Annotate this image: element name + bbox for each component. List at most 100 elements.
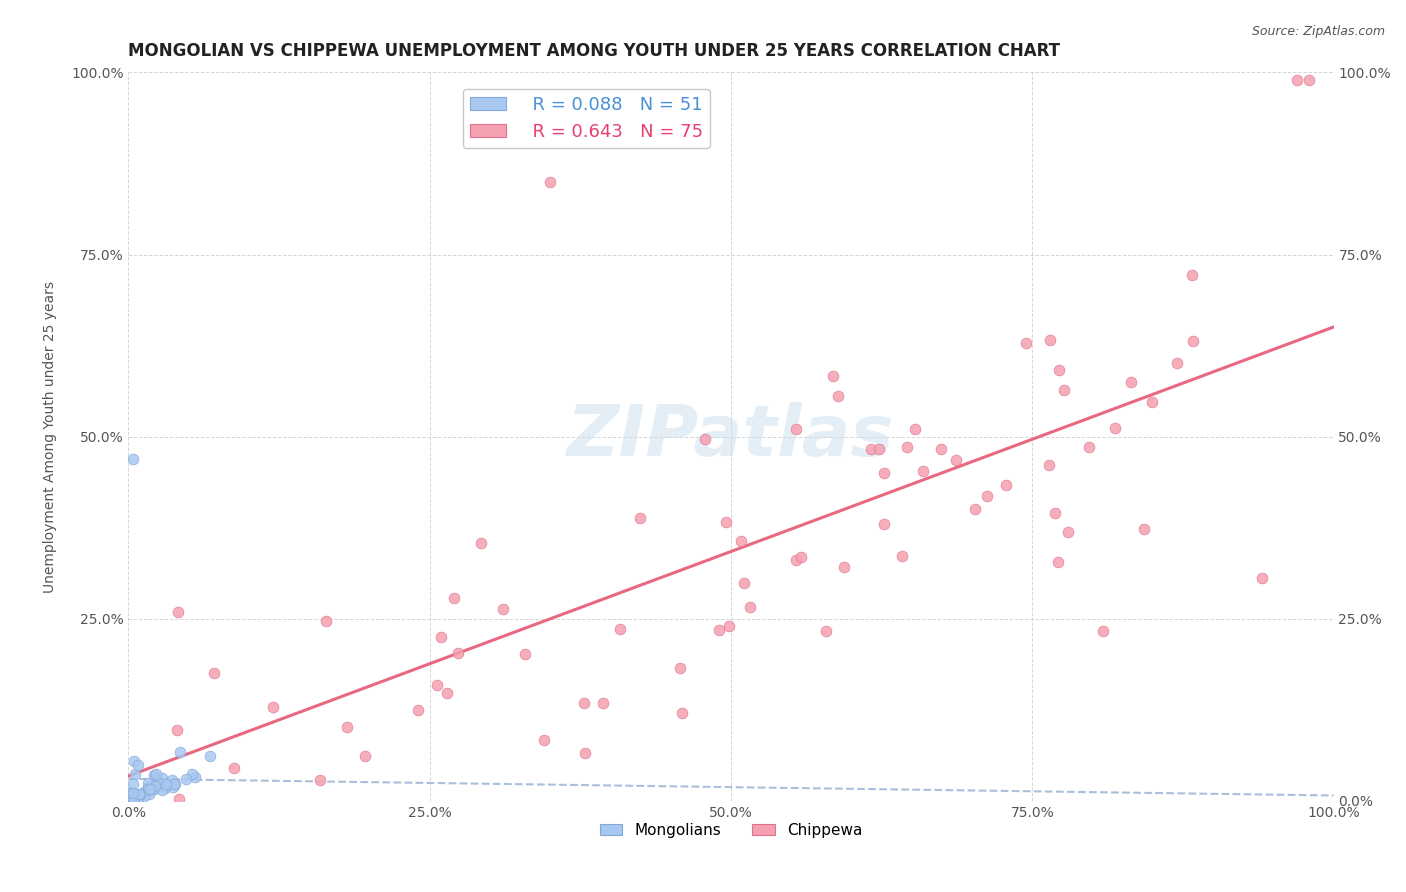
Point xyxy=(785,552,807,566)
Point xyxy=(443,591,465,605)
Point xyxy=(142,782,165,797)
Point xyxy=(156,778,179,792)
Point xyxy=(592,696,614,710)
Point xyxy=(873,466,896,480)
Point xyxy=(124,791,146,805)
Point xyxy=(167,605,190,619)
Point xyxy=(976,490,998,504)
Point xyxy=(143,771,166,785)
Point xyxy=(181,766,204,780)
Point xyxy=(132,789,155,803)
Point xyxy=(891,549,914,563)
Point xyxy=(1046,555,1069,569)
Point xyxy=(353,749,375,764)
Point xyxy=(827,389,849,403)
Point xyxy=(166,723,188,737)
Point xyxy=(152,783,174,797)
Point xyxy=(628,511,651,525)
Point xyxy=(695,432,717,446)
Point xyxy=(122,786,145,800)
Point xyxy=(120,786,142,800)
Point xyxy=(730,534,752,549)
Point xyxy=(1181,334,1204,349)
Point xyxy=(315,615,337,629)
Point xyxy=(572,696,595,710)
Point xyxy=(492,602,515,616)
Point xyxy=(738,600,761,615)
Point xyxy=(1250,571,1272,585)
Point xyxy=(904,422,927,436)
Point xyxy=(538,175,561,189)
Point xyxy=(127,758,149,772)
Point xyxy=(470,535,492,549)
Point xyxy=(148,776,170,790)
Point xyxy=(963,501,986,516)
Point xyxy=(574,746,596,760)
Point xyxy=(128,788,150,802)
Point xyxy=(1053,383,1076,397)
Point xyxy=(1077,440,1099,454)
Point xyxy=(912,464,935,478)
Point xyxy=(896,440,918,454)
Point xyxy=(1047,363,1070,377)
Text: MONGOLIAN VS CHIPPEWA UNEMPLOYMENT AMONG YOUTH UNDER 25 YEARS CORRELATION CHART: MONGOLIAN VS CHIPPEWA UNEMPLOYMENT AMONG… xyxy=(128,42,1060,60)
Point xyxy=(145,767,167,781)
Point xyxy=(169,745,191,759)
Point xyxy=(309,773,332,788)
Point xyxy=(533,733,555,747)
Point xyxy=(224,761,246,775)
Text: ZIPatlas: ZIPatlas xyxy=(567,402,894,471)
Point xyxy=(408,703,430,717)
Point xyxy=(138,787,160,801)
Point xyxy=(1181,268,1204,282)
Point xyxy=(160,772,183,787)
Point xyxy=(124,766,146,780)
Point xyxy=(785,421,807,435)
Point xyxy=(336,720,359,734)
Point xyxy=(127,788,149,802)
Point xyxy=(790,550,813,565)
Point xyxy=(120,790,142,805)
Legend: Mongolians, Chippewa: Mongolians, Chippewa xyxy=(593,817,869,844)
Point xyxy=(138,781,160,796)
Point xyxy=(128,788,150,802)
Point xyxy=(436,686,458,700)
Point xyxy=(1286,72,1309,87)
Point xyxy=(122,777,145,791)
Point xyxy=(167,792,190,806)
Point xyxy=(165,777,187,791)
Text: Source: ZipAtlas.com: Source: ZipAtlas.com xyxy=(1251,25,1385,38)
Point xyxy=(821,369,844,384)
Point xyxy=(262,700,284,714)
Point xyxy=(515,647,537,661)
Point xyxy=(1142,394,1164,409)
Point xyxy=(669,661,692,675)
Point xyxy=(1119,375,1142,389)
Point xyxy=(429,631,451,645)
Point xyxy=(945,453,967,467)
Point xyxy=(121,789,143,804)
Point xyxy=(163,777,186,791)
Point xyxy=(718,619,741,633)
Point xyxy=(129,787,152,801)
Point xyxy=(707,623,730,637)
Point xyxy=(120,789,142,804)
Point xyxy=(1039,334,1062,348)
Point xyxy=(127,790,149,805)
Point xyxy=(143,767,166,781)
Point xyxy=(1104,421,1126,435)
Point xyxy=(136,780,159,795)
Point xyxy=(142,781,165,796)
Point xyxy=(814,624,837,638)
Point xyxy=(129,787,152,801)
Point xyxy=(733,576,755,591)
Point xyxy=(143,779,166,793)
Point xyxy=(1043,506,1066,520)
Point xyxy=(136,781,159,796)
Point xyxy=(155,777,177,791)
Point xyxy=(162,780,184,794)
Point xyxy=(120,792,142,806)
Point xyxy=(1166,356,1188,370)
Point xyxy=(148,777,170,791)
Point xyxy=(150,771,173,785)
